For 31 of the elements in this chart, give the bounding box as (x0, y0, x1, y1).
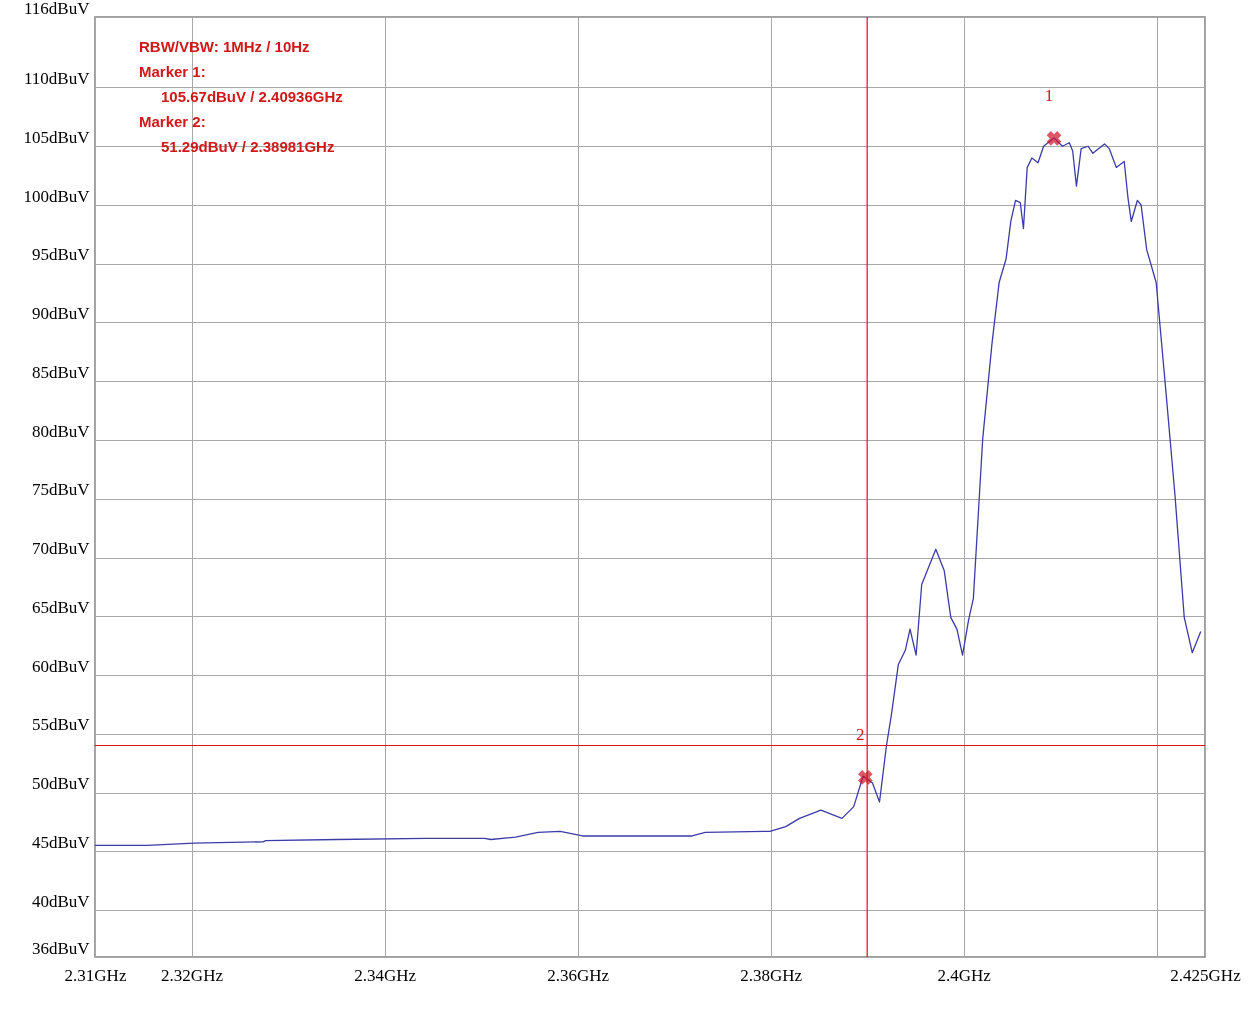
x-tick-label: 2.31GHz (64, 965, 127, 985)
annotation: 2 (856, 725, 865, 745)
y-tick-label: 60dBuV (31, 656, 91, 676)
y-tick-label: 85dBuV (31, 362, 91, 382)
x-tick-label: 2.38GHz (740, 965, 803, 985)
y-tick-label: 36dBuV (31, 938, 91, 958)
y-tick-label: 95dBuV (31, 245, 91, 265)
y-tick-label: 45dBuV (31, 832, 91, 852)
y-tick-label: 75dBuV (31, 480, 91, 500)
annotation: 1 (1044, 86, 1054, 106)
y-tick-label: 100dBuV (23, 186, 91, 206)
y-tick-label: 110dBuV (24, 69, 91, 88)
x-tick-label: 2.32GHz (161, 965, 224, 985)
y-tick-label: 65dBuV (31, 597, 91, 617)
y-tick-label: 70dBuV (31, 539, 91, 558)
y-tick-label: 90dBuV (31, 304, 91, 323)
annotation: Marker 1: (139, 63, 206, 80)
annotation: RBW/VBW: 1MHz / 10Hz (139, 38, 310, 55)
y-tick-label: 116dBuV (24, 0, 91, 18)
x-tick-label: 2.425GHz (1170, 965, 1242, 985)
annotation: 105.67dBuV / 2.40936GHz (161, 88, 343, 105)
y-tick-label: 80dBuV (31, 421, 91, 441)
y-tick-label: 105dBuV (23, 127, 91, 147)
x-tick-label: 2.34GHz (354, 965, 417, 985)
annotation: Marker 2: (139, 113, 206, 130)
x-tick-label: 2.36GHz (547, 965, 610, 985)
y-tick-label: 50dBuV (31, 774, 91, 793)
y-tick-label: 40dBuV (31, 891, 91, 911)
annotation: 51.29dBuV / 2.38981GHz (161, 138, 335, 155)
y-tick-label: 55dBuV (31, 715, 91, 735)
x-tick-label: 2.4GHz (937, 965, 992, 985)
